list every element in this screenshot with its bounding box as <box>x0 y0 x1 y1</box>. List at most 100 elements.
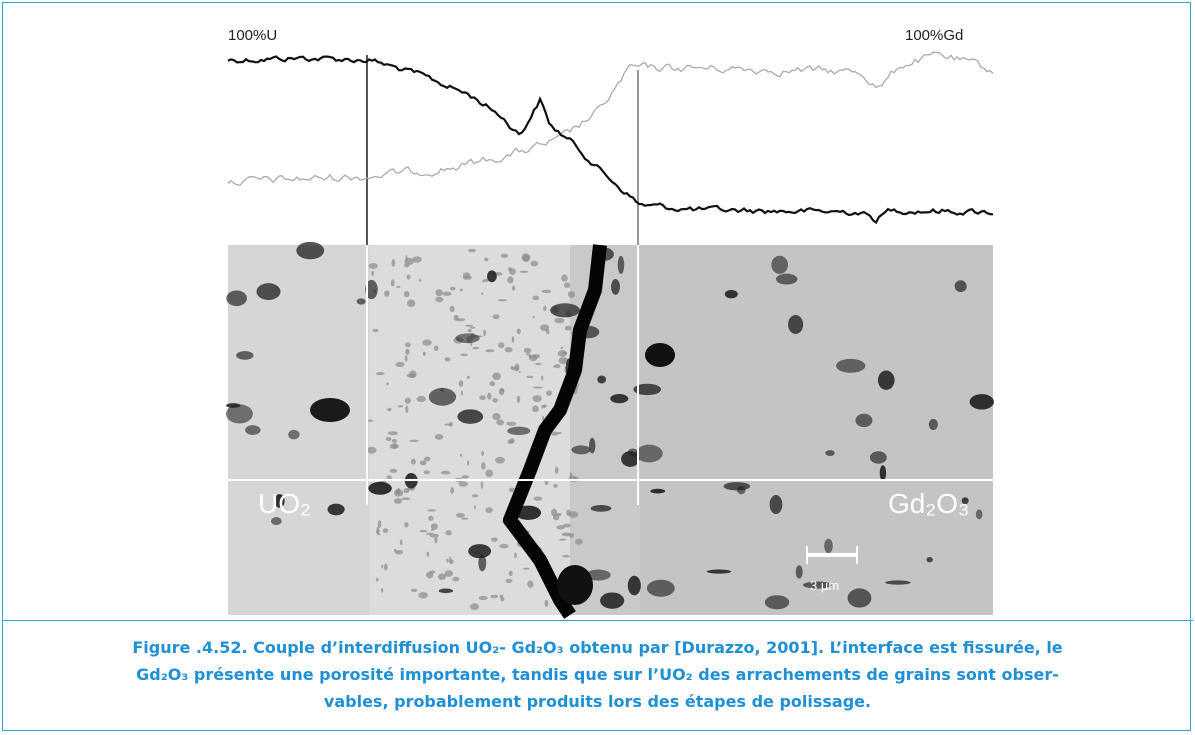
texture <box>468 248 476 253</box>
texture <box>723 482 751 491</box>
texture <box>509 438 515 444</box>
texture <box>434 345 439 352</box>
texture <box>954 280 967 293</box>
divider <box>2 620 1193 621</box>
texture <box>387 407 392 412</box>
texture <box>788 315 804 335</box>
texture <box>368 481 392 495</box>
label: 100%Gd <box>905 27 963 44</box>
scale-bar <box>856 546 858 564</box>
texture <box>559 538 567 541</box>
texture <box>492 412 501 421</box>
texture <box>627 448 638 457</box>
texture <box>541 375 544 381</box>
texture <box>450 487 455 495</box>
texture <box>724 289 738 299</box>
texture <box>561 532 572 537</box>
texture <box>472 346 480 350</box>
texture <box>508 570 513 577</box>
texture <box>406 274 411 280</box>
texture <box>390 279 395 287</box>
texture <box>384 290 390 297</box>
texture <box>553 483 558 488</box>
texture <box>381 564 384 569</box>
texture <box>385 436 392 442</box>
texture <box>546 390 553 396</box>
texture <box>457 409 484 424</box>
texture <box>460 353 468 357</box>
phase-label: Gd₂O₃ <box>888 488 969 519</box>
texture <box>422 351 426 356</box>
texture <box>519 270 529 274</box>
texture <box>428 515 434 521</box>
texture <box>399 539 403 546</box>
texture <box>585 569 611 581</box>
texture <box>847 588 872 608</box>
texture <box>542 415 545 422</box>
texture <box>404 522 409 528</box>
texture <box>610 393 629 404</box>
texture <box>771 255 789 274</box>
texture <box>395 488 398 495</box>
texture <box>383 563 388 571</box>
texture <box>465 324 474 327</box>
texture <box>403 290 410 298</box>
texture <box>483 278 489 282</box>
texture <box>575 538 583 545</box>
texture <box>401 497 411 501</box>
texture <box>500 388 505 392</box>
texture <box>395 550 404 555</box>
texture <box>375 372 385 376</box>
texture <box>412 256 422 263</box>
texture <box>435 289 443 297</box>
texture <box>296 241 325 260</box>
texture <box>500 596 505 602</box>
texture <box>511 336 515 343</box>
texture <box>449 305 455 313</box>
texture <box>562 554 570 558</box>
texture <box>435 296 444 303</box>
texture <box>533 496 543 501</box>
texture <box>554 317 565 324</box>
texture <box>530 260 539 267</box>
texture <box>496 419 505 426</box>
texture <box>481 462 486 470</box>
texture <box>532 295 540 301</box>
texture <box>485 349 495 353</box>
texture <box>532 405 539 413</box>
texture <box>427 509 437 512</box>
texture <box>926 556 933 563</box>
texture <box>557 565 593 605</box>
texture <box>456 512 465 518</box>
texture <box>564 325 572 331</box>
texture <box>372 328 379 333</box>
texture <box>389 468 398 473</box>
texture <box>423 470 430 475</box>
texture <box>418 278 422 282</box>
texture <box>492 314 500 320</box>
texture <box>478 554 487 572</box>
texture <box>404 257 414 266</box>
texture <box>410 458 416 465</box>
texture <box>492 398 498 403</box>
texture <box>532 386 543 389</box>
texture <box>544 599 549 607</box>
texture <box>446 558 449 563</box>
texture <box>445 530 452 536</box>
texture <box>550 431 559 436</box>
texture <box>483 257 489 262</box>
texture <box>560 346 564 349</box>
texture <box>376 529 380 535</box>
texture <box>310 398 350 422</box>
texture <box>380 587 384 593</box>
texture <box>416 395 426 403</box>
texture <box>460 517 469 520</box>
texture <box>458 380 464 387</box>
texture <box>540 324 550 332</box>
texture <box>256 283 281 301</box>
texture <box>556 525 565 530</box>
texture <box>507 276 514 284</box>
texture <box>430 523 438 530</box>
texture <box>516 328 521 335</box>
